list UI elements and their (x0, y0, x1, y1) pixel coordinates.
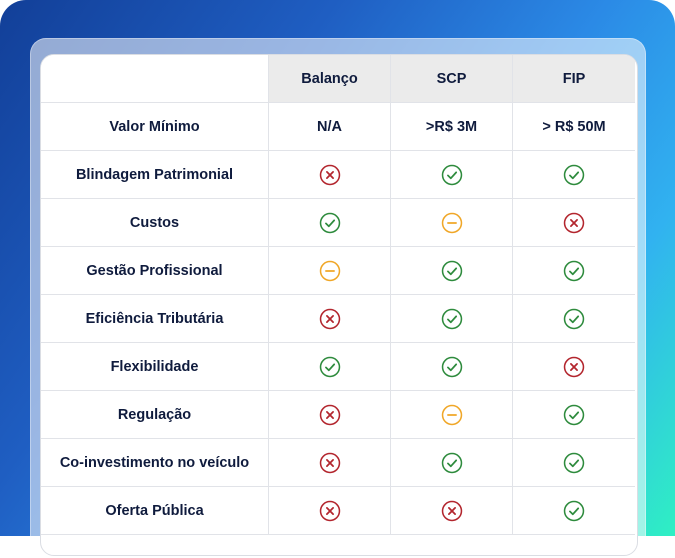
status-cell (513, 487, 635, 535)
check-circle-icon (563, 500, 585, 522)
comparison-table: Balanço SCP FIP Valor Mínimo N/A >R$ 3M … (41, 55, 635, 535)
column-header-fip: FIP (513, 55, 635, 103)
status-cell (269, 391, 391, 439)
status-cell (513, 151, 635, 199)
row-label: Co-investimento no veículo (41, 439, 269, 487)
minus-circle-icon (441, 404, 463, 426)
status-cell (269, 295, 391, 343)
x-circle-icon (319, 404, 341, 426)
check-circle-icon (441, 452, 463, 474)
status-cell (391, 247, 513, 295)
header-corner (41, 55, 269, 103)
status-cell (513, 439, 635, 487)
status-cell (513, 343, 635, 391)
x-circle-icon (319, 308, 341, 330)
minus-circle-icon (319, 260, 341, 282)
x-circle-icon (563, 356, 585, 378)
x-circle-icon (441, 500, 463, 522)
status-cell (513, 295, 635, 343)
minus-circle-icon (441, 212, 463, 234)
column-header-scp: SCP (391, 55, 513, 103)
check-circle-icon (563, 164, 585, 186)
value-cell: N/A (269, 103, 391, 151)
status-cell (269, 487, 391, 535)
status-cell (391, 151, 513, 199)
check-circle-icon (441, 308, 463, 330)
check-circle-icon (319, 356, 341, 378)
status-cell (513, 199, 635, 247)
status-cell (513, 247, 635, 295)
status-cell (391, 199, 513, 247)
status-cell (269, 343, 391, 391)
status-cell (391, 295, 513, 343)
status-cell (513, 391, 635, 439)
status-cell (391, 343, 513, 391)
row-label: Blindagem Patrimonial (41, 151, 269, 199)
row-label: Valor Mínimo (41, 103, 269, 151)
check-circle-icon (563, 308, 585, 330)
check-circle-icon (563, 260, 585, 282)
row-label: Regulação (41, 391, 269, 439)
status-cell (391, 391, 513, 439)
row-label: Flexibilidade (41, 343, 269, 391)
row-label: Gestão Profissional (41, 247, 269, 295)
status-cell (269, 439, 391, 487)
x-circle-icon (563, 212, 585, 234)
status-cell (391, 439, 513, 487)
comparison-card: Balanço SCP FIP Valor Mínimo N/A >R$ 3M … (40, 54, 638, 556)
check-circle-icon (441, 260, 463, 282)
row-label: Oferta Pública (41, 487, 269, 535)
column-header-balanco: Balanço (269, 55, 391, 103)
check-circle-icon (441, 164, 463, 186)
row-label: Custos (41, 199, 269, 247)
status-cell (391, 487, 513, 535)
x-circle-icon (319, 500, 341, 522)
check-circle-icon (441, 356, 463, 378)
status-cell (269, 199, 391, 247)
check-circle-icon (563, 404, 585, 426)
x-circle-icon (319, 452, 341, 474)
x-circle-icon (319, 164, 341, 186)
row-label: Eficiência Tributária (41, 295, 269, 343)
status-cell (269, 247, 391, 295)
status-cell (269, 151, 391, 199)
check-circle-icon (563, 452, 585, 474)
value-cell: > R$ 50M (513, 103, 635, 151)
check-circle-icon (319, 212, 341, 234)
value-cell: >R$ 3M (391, 103, 513, 151)
